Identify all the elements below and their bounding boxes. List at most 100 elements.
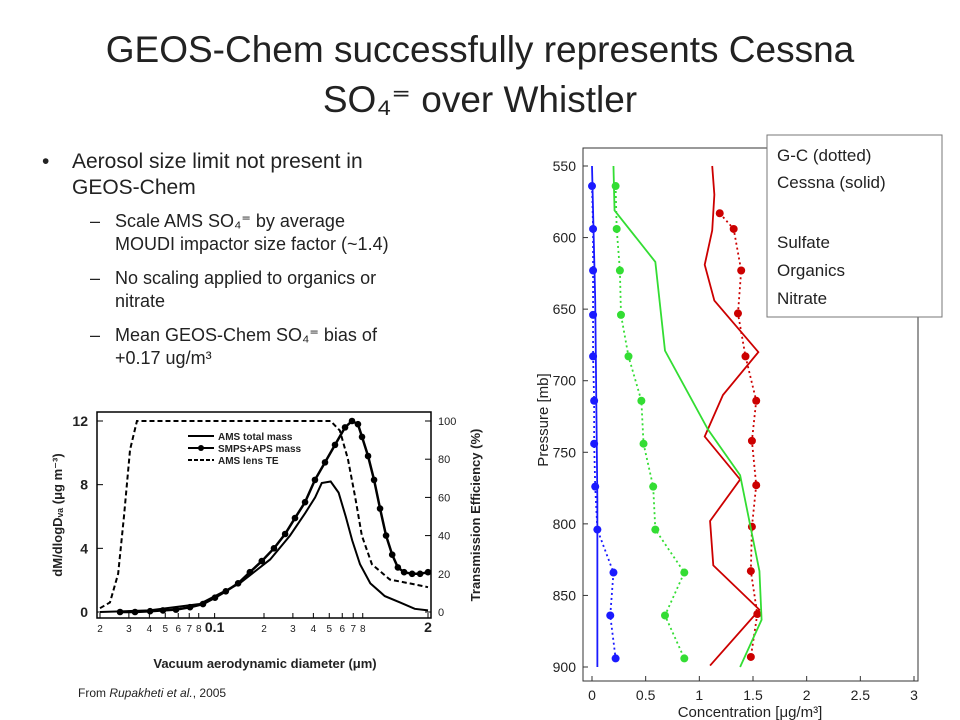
x-tick-label: 2 bbox=[261, 624, 267, 635]
y2-tick-label: 80 bbox=[438, 454, 450, 466]
data-point bbox=[612, 224, 621, 233]
series-line bbox=[612, 165, 763, 668]
x-tick-label: 7 bbox=[350, 624, 356, 635]
y2-tick-label: 20 bbox=[438, 569, 450, 581]
x-tick-label: 3 bbox=[126, 624, 132, 635]
data-point bbox=[715, 209, 724, 218]
data-point bbox=[680, 654, 689, 663]
x-tick-label: 0 bbox=[588, 687, 596, 703]
bullet-dash: – bbox=[90, 325, 100, 345]
data-point bbox=[733, 309, 742, 318]
data-point bbox=[591, 482, 600, 491]
data-point bbox=[593, 525, 602, 534]
data-point bbox=[416, 570, 424, 578]
sub-bullet-text: +0.17 ug/m³ bbox=[115, 348, 212, 368]
slide-title: GEOS-Chem successfully represents Cessna bbox=[106, 29, 855, 70]
data-point bbox=[680, 568, 689, 577]
data-point bbox=[746, 567, 755, 576]
data-point bbox=[606, 611, 615, 620]
bullet-dot: • bbox=[42, 150, 49, 173]
data-point bbox=[752, 396, 761, 405]
data-point bbox=[370, 476, 378, 484]
legend-label: SMPS+APS mass bbox=[218, 444, 302, 455]
data-point bbox=[753, 610, 762, 619]
y-tick-label: 8 bbox=[80, 477, 88, 493]
y-tick-label: 800 bbox=[553, 516, 577, 532]
data-point bbox=[246, 568, 254, 576]
data-point bbox=[590, 396, 599, 405]
y-tick-label: 4 bbox=[80, 540, 88, 556]
data-point bbox=[424, 568, 432, 576]
y2-tick-label: 60 bbox=[438, 492, 450, 504]
data-point bbox=[382, 532, 390, 539]
data-point bbox=[589, 266, 598, 275]
legend-label: Nitrate bbox=[777, 289, 827, 308]
x-tick-label: 0.1 bbox=[205, 619, 225, 635]
x-tick-label: 2 bbox=[97, 624, 103, 635]
data-point bbox=[746, 652, 755, 661]
data-point bbox=[637, 396, 646, 405]
data-point bbox=[737, 266, 746, 275]
caption-part: Rupakheti et al. bbox=[109, 686, 192, 700]
data-point bbox=[311, 476, 319, 484]
x-tick-label: 6 bbox=[339, 624, 345, 635]
sub-bullet-text: No scaling applied to organics or bbox=[115, 268, 376, 288]
data-point bbox=[172, 606, 180, 613]
legend-label: Sulfate bbox=[777, 233, 830, 252]
bullet-text: Aerosol size limit not present in bbox=[72, 150, 363, 173]
x-tick-label: 7 bbox=[186, 624, 192, 635]
data-point bbox=[747, 436, 756, 445]
data-point bbox=[651, 525, 660, 534]
data-point bbox=[258, 557, 266, 565]
caption-part: , 2005 bbox=[193, 686, 227, 700]
series-line bbox=[99, 420, 429, 610]
sub-bullet-text: Scale AMS SO₄⁼ by average bbox=[115, 211, 345, 231]
legend-label: Organics bbox=[777, 261, 845, 280]
data-point bbox=[291, 514, 299, 522]
x-axis-label: Vacuum aerodynamic diameter (μm) bbox=[153, 656, 376, 671]
y-tick-label: 750 bbox=[553, 444, 577, 460]
plot-frame bbox=[582, 147, 919, 682]
data-point bbox=[589, 224, 598, 233]
data-point bbox=[354, 420, 362, 428]
y-tick-label: 600 bbox=[553, 230, 577, 246]
data-point bbox=[331, 441, 339, 449]
x-tick-label: 3 bbox=[290, 624, 296, 635]
data-point bbox=[611, 182, 620, 191]
y-axis-label: Pressure [mb] bbox=[535, 373, 552, 466]
x-tick-label: 3 bbox=[910, 687, 918, 703]
data-point bbox=[199, 600, 207, 608]
caption: From Rupakheti et al., 2005 bbox=[78, 686, 226, 700]
y2-tick-label: 100 bbox=[438, 416, 456, 428]
y2-tick-label: 0 bbox=[438, 607, 444, 619]
y-tick-label: 700 bbox=[553, 373, 577, 389]
series-line bbox=[591, 186, 617, 659]
data-point bbox=[616, 310, 625, 319]
data-point bbox=[222, 588, 230, 595]
x-tick-label: 2 bbox=[803, 687, 811, 703]
data-point bbox=[376, 505, 384, 512]
data-point bbox=[159, 607, 167, 614]
data-point bbox=[186, 603, 194, 611]
data-point bbox=[609, 568, 618, 577]
data-point bbox=[589, 352, 598, 361]
y-tick-label: 650 bbox=[553, 301, 577, 317]
y2-tick-label: 40 bbox=[438, 531, 450, 543]
caption-part: From bbox=[78, 686, 109, 700]
data-point bbox=[615, 266, 624, 275]
x-tick-label: 5 bbox=[326, 624, 332, 635]
data-point bbox=[116, 608, 124, 616]
y-tick-label: 550 bbox=[553, 158, 577, 174]
data-point bbox=[388, 551, 396, 558]
bullet-dash: – bbox=[90, 268, 100, 288]
series-line bbox=[614, 186, 686, 659]
legend-box bbox=[766, 134, 943, 318]
y-tick-label: 900 bbox=[553, 659, 577, 675]
legend-marker bbox=[198, 445, 204, 451]
data-point bbox=[590, 439, 599, 448]
y-tick-label: 12 bbox=[72, 413, 88, 429]
data-point bbox=[321, 459, 329, 466]
bullet-dash: – bbox=[90, 211, 100, 231]
data-point bbox=[364, 452, 372, 460]
